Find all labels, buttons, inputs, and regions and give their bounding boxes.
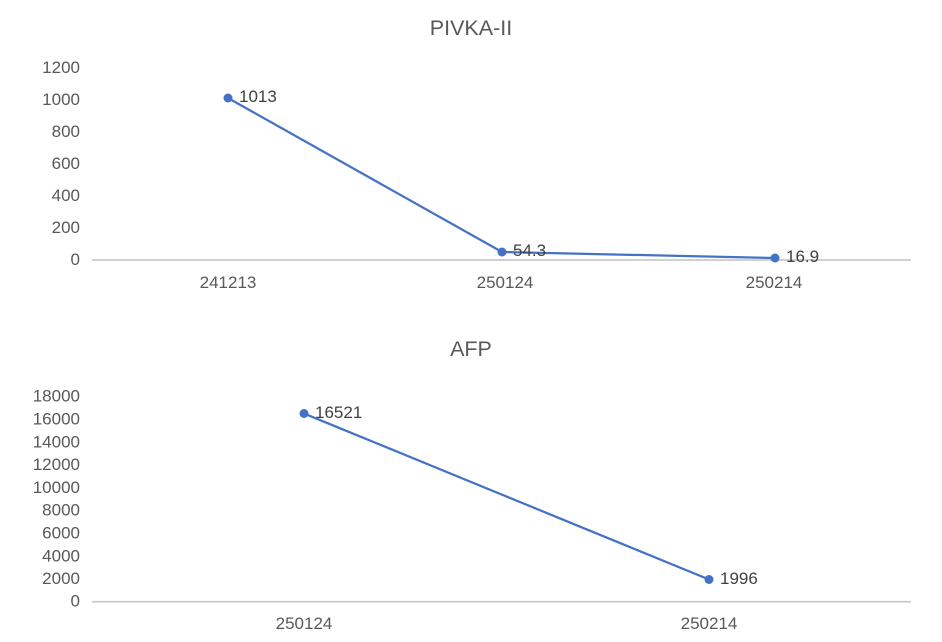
svg-text:14000: 14000 xyxy=(33,432,80,451)
svg-text:16.9: 16.9 xyxy=(786,247,819,266)
svg-text:10000: 10000 xyxy=(33,478,80,497)
svg-text:16000: 16000 xyxy=(33,410,80,429)
svg-text:800: 800 xyxy=(52,122,80,141)
svg-text:4000: 4000 xyxy=(42,546,80,565)
svg-text:250214: 250214 xyxy=(681,614,738,633)
svg-text:1000: 1000 xyxy=(42,90,80,109)
svg-text:241213: 241213 xyxy=(200,273,257,292)
svg-text:18000: 18000 xyxy=(33,387,80,406)
svg-text:400: 400 xyxy=(52,186,80,205)
svg-text:250214: 250214 xyxy=(746,273,803,292)
svg-text:8000: 8000 xyxy=(42,501,80,520)
svg-text:1013: 1013 xyxy=(239,87,277,106)
svg-text:6000: 6000 xyxy=(42,524,80,543)
svg-text:1996: 1996 xyxy=(720,569,758,588)
svg-text:600: 600 xyxy=(52,154,80,173)
svg-text:250124: 250124 xyxy=(477,273,534,292)
svg-text:250124: 250124 xyxy=(276,614,333,633)
svg-text:16521: 16521 xyxy=(315,403,362,422)
svg-text:0: 0 xyxy=(71,592,80,611)
svg-text:200: 200 xyxy=(52,218,80,237)
svg-text:0: 0 xyxy=(71,250,80,269)
svg-text:54.3: 54.3 xyxy=(513,241,546,260)
svg-text:12000: 12000 xyxy=(33,455,80,474)
svg-text:1200: 1200 xyxy=(42,58,80,77)
svg-text:2000: 2000 xyxy=(42,569,80,588)
